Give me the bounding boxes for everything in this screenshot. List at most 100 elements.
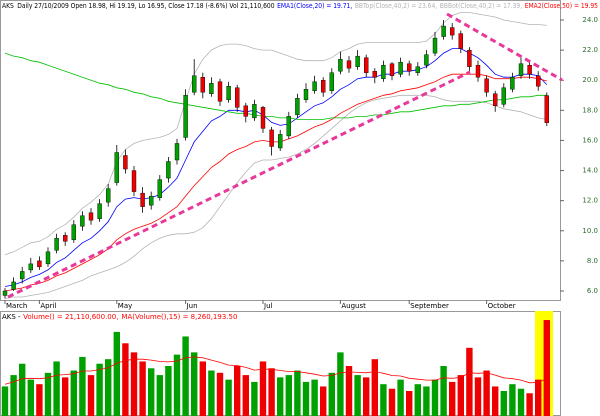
volume-bar: [397, 379, 404, 416]
volume-bar: [122, 343, 129, 416]
indicator-line: [4, 52, 547, 120]
y-tick-label: 14.0: [582, 167, 598, 175]
candle-body: [88, 212, 94, 221]
candle-body: [234, 87, 240, 108]
candle-body: [432, 37, 438, 54]
volume-bar: [216, 372, 224, 416]
volume-bar: [268, 368, 275, 416]
candle-body: [63, 235, 68, 242]
candle-body: [458, 33, 463, 49]
legend-entry: MA(Volume(),15) = 8,260,193.50: [121, 313, 237, 321]
candle-body: [28, 263, 33, 271]
volume-bar: [10, 375, 17, 416]
volume-bar: [492, 386, 499, 416]
candle-body: [372, 70, 377, 78]
volume-bar: [165, 366, 172, 416]
volume-bar: [457, 375, 464, 416]
x-tick-label: Jun: [186, 302, 198, 310]
volume-bar: [388, 388, 396, 416]
volume-bar: [380, 384, 387, 416]
symbol: AKS: [2, 2, 14, 10]
candle-body: [20, 271, 25, 280]
volume-bar: [62, 377, 69, 416]
candle-body: [123, 155, 128, 170]
volume-bar: [337, 352, 344, 416]
legend-entry: EMA1(Close,20) = 19.71,: [277, 2, 352, 10]
volume-bar: [500, 391, 507, 416]
volume-bar: [517, 388, 525, 416]
candle-body: [321, 80, 326, 93]
volume-bar: [156, 375, 163, 416]
candle-body: [424, 54, 429, 66]
candle-body: [191, 75, 197, 93]
candle-body: [217, 81, 223, 102]
volume-bar: [535, 379, 542, 416]
volume-bar: [191, 352, 198, 416]
y-tick-label: 10.0: [582, 227, 598, 235]
candle-body: [278, 134, 283, 149]
volume-bar: [345, 366, 353, 416]
candle-body: [105, 188, 111, 203]
candle-body: [183, 95, 188, 138]
y-tick-label: 24.0: [582, 16, 598, 24]
volume-bar: [148, 368, 155, 416]
price-header: AKSDaily 27/10/2009 Open 18.98, Hi 19.19…: [2, 2, 598, 10]
volume-bar: [105, 359, 112, 416]
volume-bar: [440, 366, 447, 416]
candle-body: [200, 77, 206, 93]
indicator-line: [4, 94, 547, 299]
candle-body: [510, 77, 515, 90]
candle-body: [166, 161, 171, 179]
candle-body: [536, 75, 541, 87]
y-tick-label: 12.0: [582, 197, 598, 205]
y-tick-label: 6.0: [587, 287, 598, 295]
volume-bar: [526, 393, 533, 416]
candle-body: [71, 224, 77, 240]
volume-bar: [285, 375, 292, 416]
y-tick-label: 16.0: [582, 136, 598, 144]
candle-body: [312, 81, 317, 91]
candle-body: [209, 83, 214, 94]
candle-body: [131, 170, 137, 192]
candle-body: [544, 95, 549, 123]
trendline-support: [7, 70, 471, 299]
candle-body: [148, 195, 154, 206]
volume-bar: [311, 379, 318, 416]
candle-body: [355, 55, 360, 67]
candle-body: [11, 281, 16, 290]
volume-bar: [234, 366, 241, 416]
indicator-line: [4, 12, 547, 256]
candle-body: [407, 63, 412, 72]
volume-bar: [259, 361, 267, 416]
candle-body: [252, 104, 257, 119]
volume-bar: [225, 379, 232, 416]
y-tick-label: 18.0: [582, 106, 598, 114]
legend-entry: BBBot(Close,40,2) = 17.39,: [440, 2, 522, 10]
legend-entry: EMA2(Close,50) = 19.95: [525, 2, 598, 10]
volume-bar: [509, 384, 516, 416]
volume-bar: [363, 377, 370, 416]
candle-body: [269, 129, 274, 147]
y-tick-label: 8.0: [587, 257, 598, 265]
candle-body: [364, 57, 369, 73]
candle-body: [114, 152, 120, 183]
volume-bar: [79, 356, 86, 416]
candle-body: [45, 251, 51, 265]
volume-bar: [251, 381, 258, 416]
volume-bar: [70, 370, 77, 416]
x-tick-label: September: [410, 302, 449, 310]
candle-body: [303, 89, 309, 100]
volume-bar: [1, 386, 9, 416]
volume-bar: [294, 370, 301, 416]
candle-body: [97, 203, 102, 219]
candle-body: [518, 63, 524, 76]
volume-bar: [36, 384, 43, 416]
candle-body: [226, 86, 231, 100]
volume-bar: [328, 372, 335, 416]
volume-bar: [414, 384, 421, 416]
volume-bar: [354, 375, 361, 416]
x-tick-label: May: [118, 302, 132, 310]
candle-body: [450, 27, 455, 36]
candle-body: [295, 98, 300, 116]
candle-body: [80, 215, 85, 227]
